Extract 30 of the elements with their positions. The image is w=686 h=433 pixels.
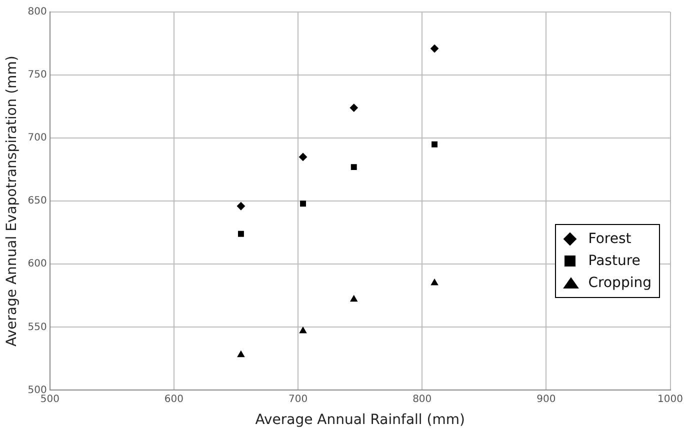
legend-label: Pasture — [588, 252, 640, 272]
legend-label: Cropping — [588, 274, 652, 294]
y-axis-title: Average Annual Evapotranspiration (mm) — [4, 56, 20, 346]
x-tick-label: 800 — [412, 394, 432, 405]
point — [432, 141, 438, 148]
y-tick-label: 750 — [28, 70, 47, 81]
point — [299, 152, 308, 161]
point — [350, 104, 358, 112]
point — [237, 350, 244, 358]
x-tick-label: 900 — [536, 394, 556, 405]
point — [350, 164, 357, 170]
point — [300, 200, 306, 207]
y-tick-label: 500 — [28, 384, 47, 396]
point — [299, 326, 307, 334]
point — [430, 44, 439, 53]
point — [350, 295, 358, 302]
x-tick-label: 500 — [40, 394, 60, 405]
legend-label: Forest — [588, 230, 632, 250]
y-tick-label: 700 — [28, 132, 47, 144]
x-tick-label: 1000 — [658, 394, 683, 405]
x-axis-title: Average Annual Rainfall (mm) — [255, 412, 465, 428]
point — [236, 202, 245, 210]
x-tick-label: 700 — [288, 394, 308, 405]
y-tick-label: 600 — [28, 258, 47, 270]
y-tick-label: 650 — [28, 196, 47, 207]
y-tick-label: 550 — [28, 322, 47, 333]
y-tick-label: 800 — [28, 6, 47, 18]
point — [430, 279, 438, 286]
point — [238, 230, 244, 237]
x-tick-label: 600 — [164, 394, 184, 405]
